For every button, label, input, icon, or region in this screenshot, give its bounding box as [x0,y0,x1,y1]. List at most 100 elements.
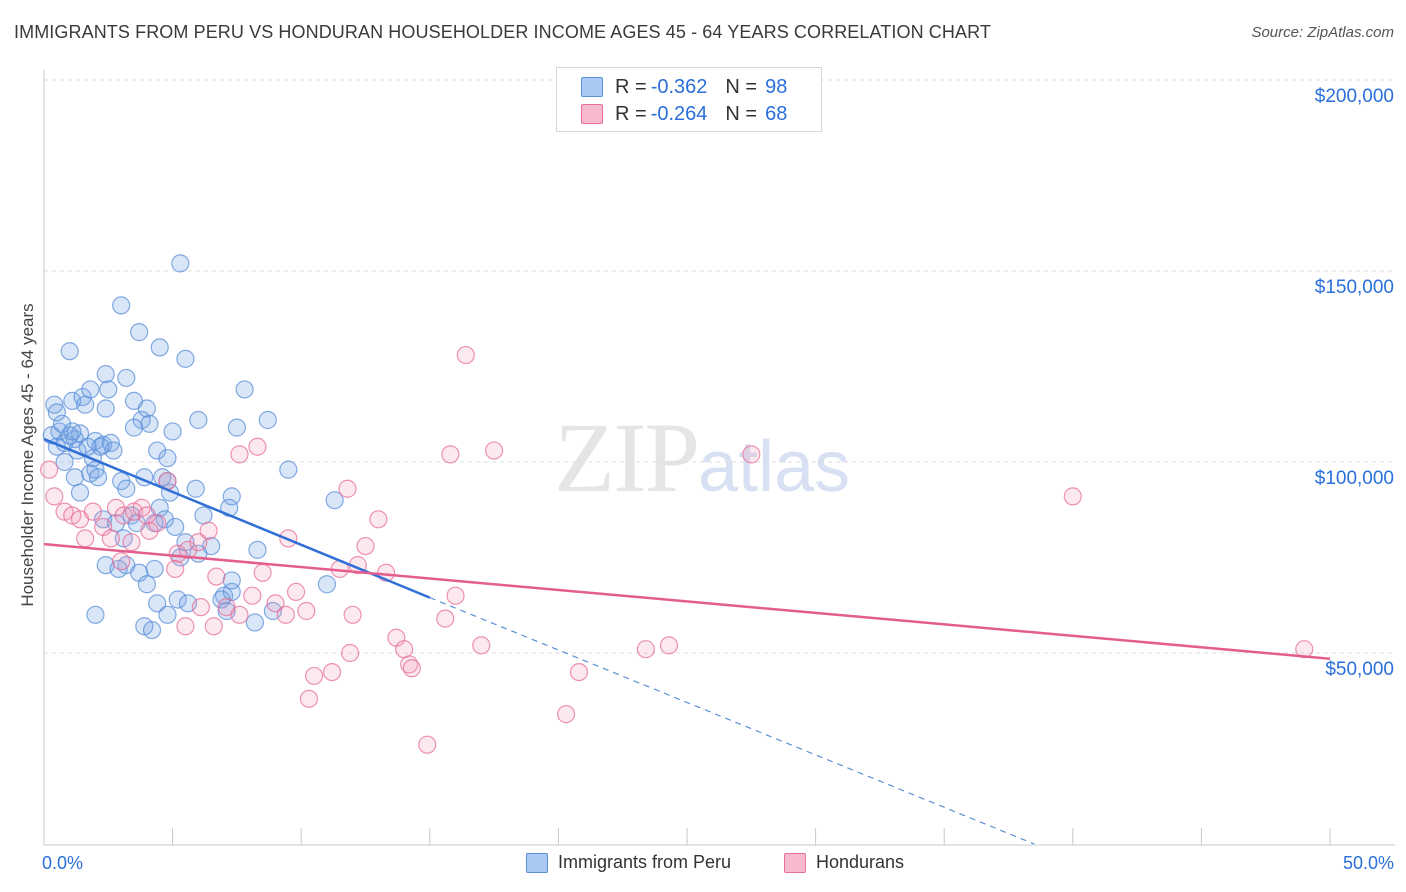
peru-point [124,418,144,437]
peru-point [96,399,115,418]
bottom-legend-peru: Immigrants from Peru [526,852,731,873]
honduran-point [166,559,185,579]
peru-point [222,487,241,506]
hondurans-trend-line [43,542,1331,660]
peru-point [76,395,95,414]
series-peru-points [42,254,344,640]
peru-point [70,483,90,502]
legend-swatch-peru [581,77,603,97]
series-hondurans-points [40,345,1314,754]
peru-point [63,422,82,441]
legend-row-hondurans: R = -0.264 N = 68 [581,102,787,126]
x-min-label: 0.0% [42,853,84,873]
honduran-point [286,582,306,601]
honduran-point [1063,487,1082,506]
peru-point [145,559,164,579]
peru-point [112,296,131,315]
honduran-point [137,506,156,525]
honduran-point [402,659,421,678]
honduran-point [299,689,319,708]
peru-point [235,380,254,399]
honduran-point [178,540,198,559]
peru-point [117,479,136,498]
honduran-point [338,479,357,498]
peru-point [171,254,190,273]
bottom-legend-label-peru: Immigrants from Peru [558,852,732,872]
honduran-point [189,533,208,552]
legend-r-label: R = [615,75,647,98]
honduran-point [485,441,504,460]
honduran-point [441,445,460,464]
peru-point [189,410,208,430]
legend-n-value: 68 [765,102,788,125]
watermark-atlas: atlas [698,427,851,507]
legend-n-value: 98 [765,75,788,98]
honduran-point [204,617,223,636]
peru-point [91,437,110,456]
honduran-point [394,640,414,659]
legend-r-label: R = [615,102,647,125]
peru-point [55,452,74,472]
honduran-point [40,460,59,479]
peru-point [176,349,195,368]
y-tick-label: $150,000 [1314,277,1394,298]
legend-r-value: -0.362 [650,75,708,98]
honduran-point [122,533,141,552]
peru-point [65,468,84,487]
peru-point [142,620,162,640]
bottom-legend-label-hondurans: Hondurans [816,852,905,872]
legend-n-label: N = [725,75,758,98]
honduran-point [106,498,126,517]
peru-point [227,418,246,437]
peru-trend-extension [429,597,1035,845]
peru-point [52,414,72,433]
y-tick-label: $200,000 [1314,86,1394,107]
honduran-point [76,529,95,548]
honduran-point [322,662,342,682]
peru-point [222,571,241,590]
peru-point [186,479,205,498]
honduran-point [304,666,324,686]
peru-point [245,613,265,632]
legend-r-value: -0.264 [650,102,708,125]
peru-point [158,449,177,468]
bottom-legend-swatch-hondurans [784,852,806,873]
honduran-point [472,636,491,655]
peru-point [148,441,167,460]
peru-point [150,338,169,357]
source-note: Source: ZipAtlas.com [1251,24,1394,41]
watermark: ZIPatlas [554,400,850,515]
peru-point [148,594,167,613]
peru-point [88,468,108,487]
honduran-point [276,605,295,624]
honduran-point [418,735,437,754]
honduran-point [356,536,375,556]
peru-point [137,575,156,594]
legend-row-peru: R = -0.362 N = 98 [581,75,787,99]
honduran-point [297,601,316,621]
honduran-point [659,636,679,655]
peru-point [137,399,156,418]
watermark-zip: ZIP [554,402,700,513]
honduran-point [243,586,262,605]
peru-point [130,323,149,342]
honduran-point [253,563,272,582]
bottom-legend-hondurans: Hondurans [784,852,904,873]
honduran-point [636,640,655,659]
axes [43,70,1395,846]
honduran-point [742,445,761,464]
peru-point [99,380,118,399]
honduran-point [230,445,249,464]
honduran-point [569,662,589,682]
peru-point [248,540,267,559]
legend-swatch-hondurans [581,104,603,124]
peru-point [279,460,298,479]
honduran-point [176,617,195,636]
honduran-point [148,514,167,533]
honduran-point [369,510,388,529]
honduran-point [557,705,576,724]
honduran-point [199,521,218,540]
honduran-point [140,521,159,540]
peru-point [168,590,187,609]
peru-point [140,414,159,433]
